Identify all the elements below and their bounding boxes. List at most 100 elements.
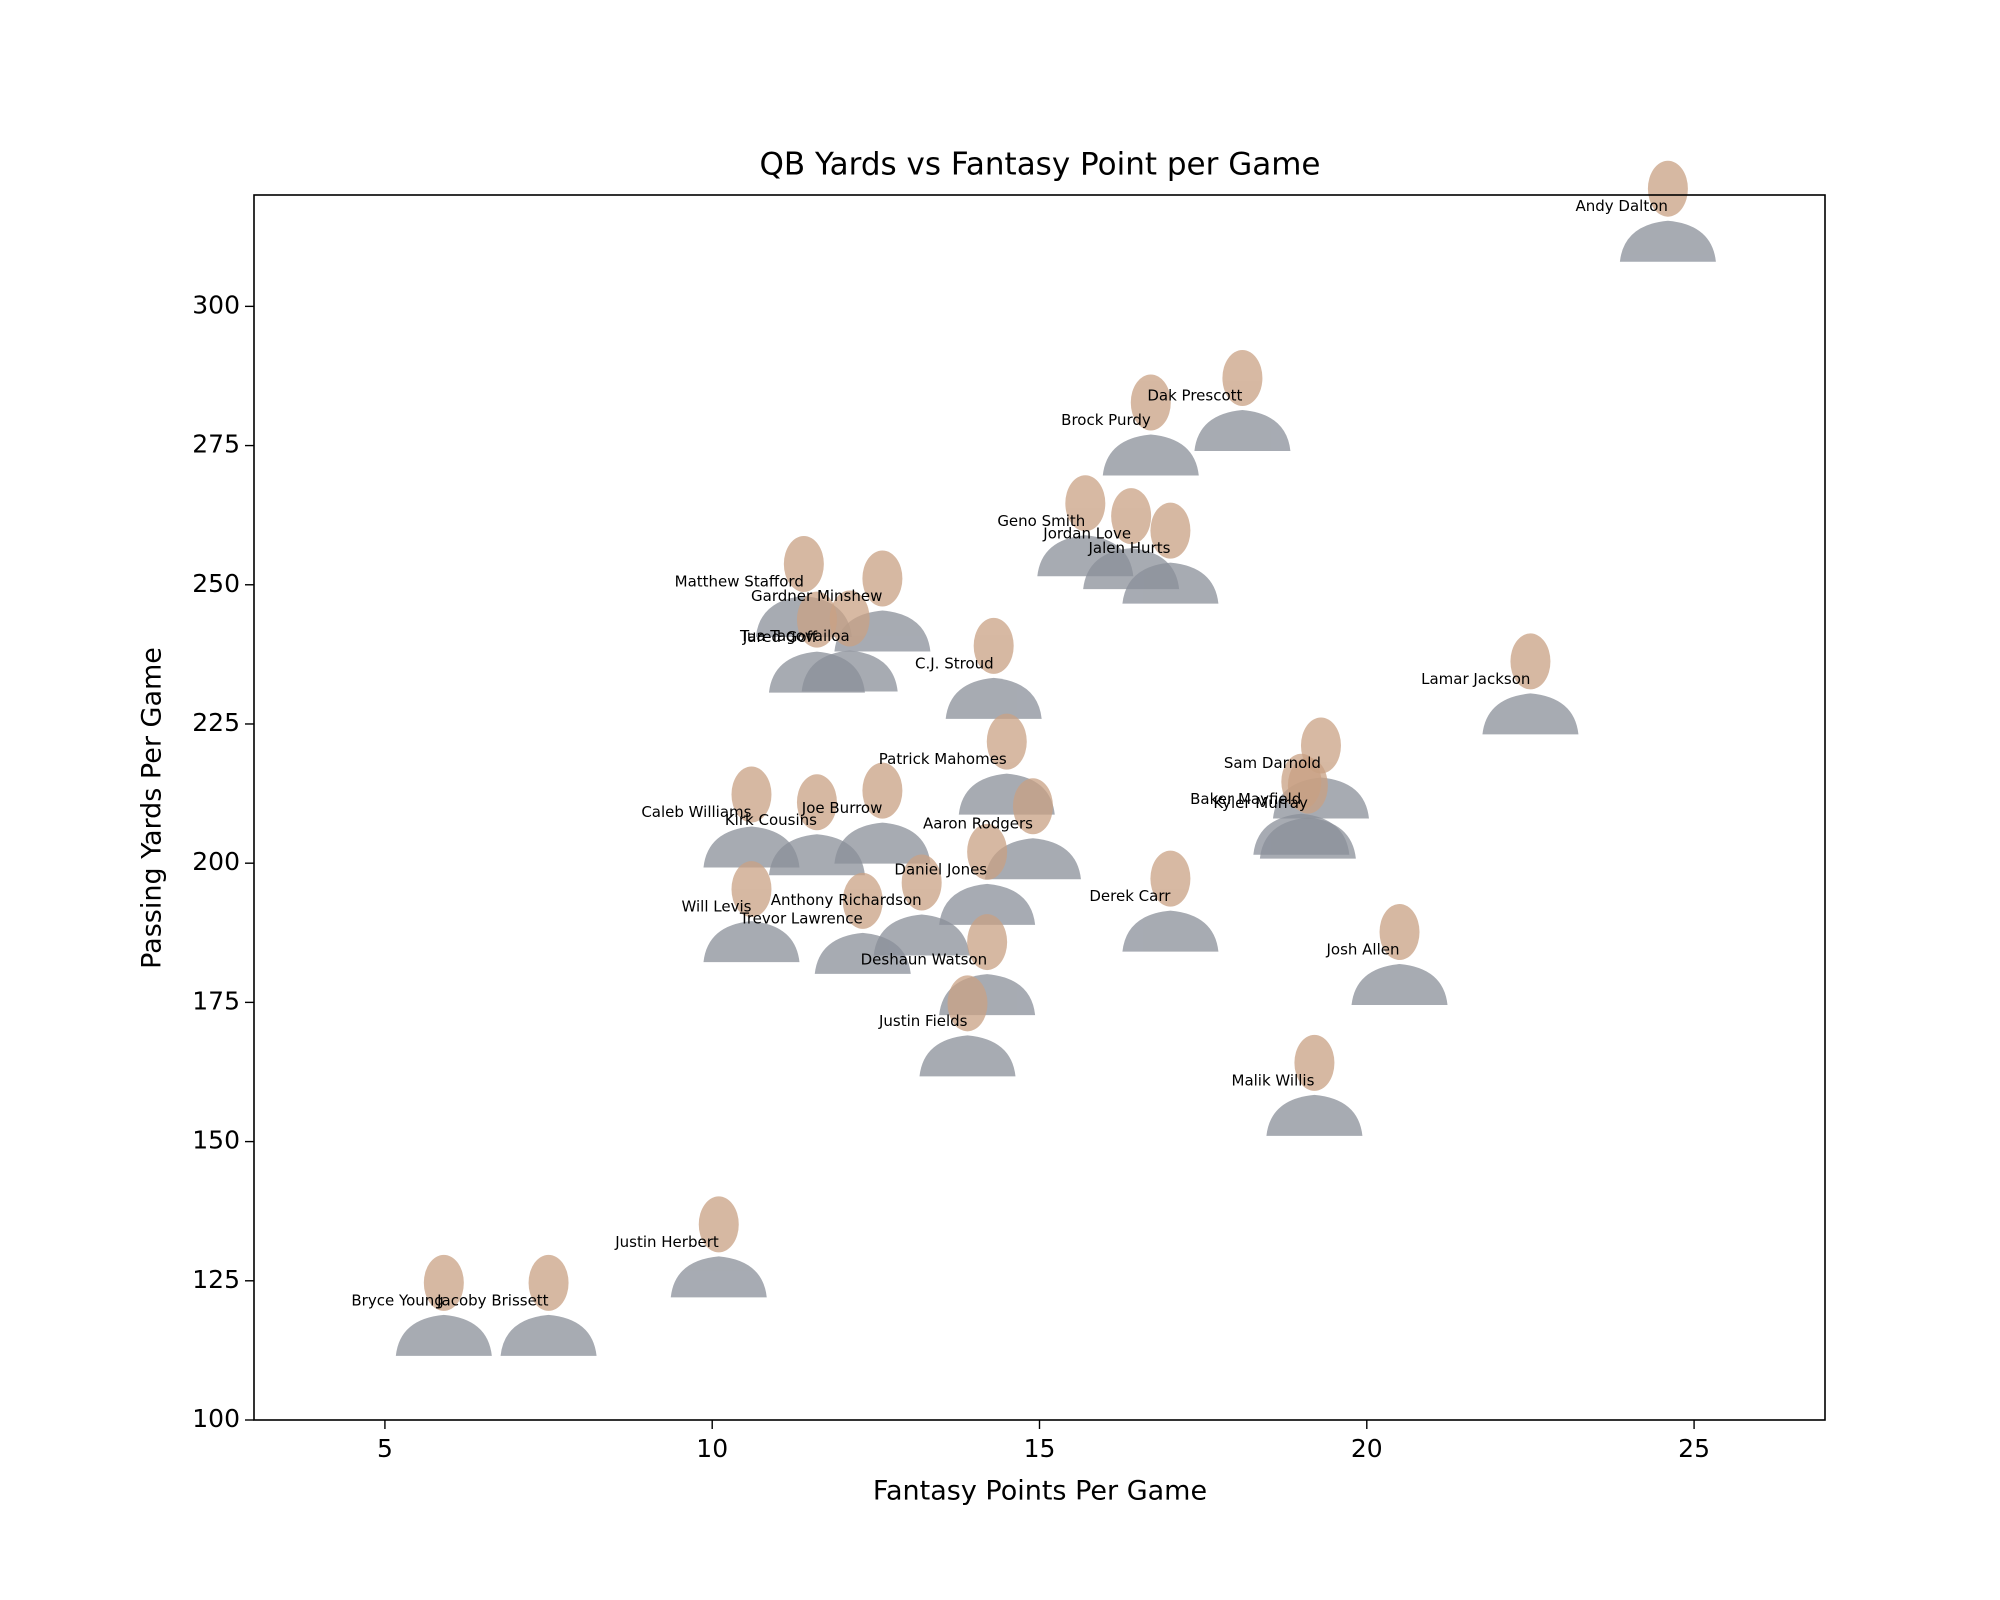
player-label: Jared Goff (742, 628, 818, 646)
player-body (703, 921, 800, 963)
plot-area: 5 10 15 20 25 100 125 150 175 200 225 250 275 300 Andy… (192, 160, 1716, 1463)
player-label: Gardner Minshew (751, 587, 882, 605)
player-head (947, 975, 988, 1032)
y-tick-label: 250 (192, 569, 240, 598)
y-tick-label: 200 (192, 847, 240, 876)
player-head (796, 591, 837, 648)
player-head (829, 590, 870, 647)
x-tick-label: 25 (1678, 1434, 1710, 1463)
player-body (945, 677, 1042, 719)
player-label: Brock Purdy (1061, 411, 1151, 429)
player-head (731, 766, 772, 823)
player-label: Daniel Jones (894, 860, 987, 878)
player-marker (1102, 374, 1199, 476)
player-label: Bryce Young (351, 1291, 443, 1309)
x-tick-label: 15 (1024, 1434, 1056, 1463)
player-marker (1194, 350, 1291, 452)
player-body (1351, 964, 1448, 1006)
axes-frame (253, 194, 1826, 1421)
player-label: Baker Mayfield (1190, 790, 1301, 808)
player-label: Dak Prescott (1147, 387, 1242, 405)
player-label: Jordan Love (1042, 525, 1131, 543)
player-head (1130, 374, 1171, 431)
player-head (1510, 633, 1551, 690)
player-label: Anthony Richardson (771, 891, 922, 909)
player-head (698, 1196, 739, 1253)
player-head (967, 914, 1008, 971)
player-body (984, 838, 1081, 880)
player-body (500, 1314, 597, 1356)
x-tick-label: 5 (377, 1434, 393, 1463)
player-label: Justin Fields (878, 1012, 968, 1030)
player-body (834, 822, 931, 864)
y-tick-label: 275 (192, 430, 240, 459)
player-label: Will Levis (682, 898, 752, 916)
player-label: Tua Tagovailoa (739, 627, 850, 645)
player-body (1266, 1094, 1363, 1136)
player-marker (873, 854, 970, 956)
player-label: Joe Burrow (801, 799, 883, 817)
x-tick-label: 10 (696, 1434, 728, 1463)
player-label: C.J. Stroud (915, 654, 994, 672)
player-head (862, 762, 903, 819)
player-marker (945, 617, 1042, 719)
player-marker (1259, 757, 1356, 859)
chart-title: QB Yards vs Fantasy Point per Game (759, 147, 1320, 183)
player-head (1294, 1034, 1335, 1091)
player-body (939, 883, 1036, 925)
player-label: Geno Smith (997, 512, 1085, 530)
player-head (1379, 904, 1420, 961)
player-label: Deshaun Watson (861, 951, 988, 969)
player-label: Justin Herbert (614, 1233, 719, 1251)
player-label: Patrick Mahomes (879, 750, 1007, 768)
player-label: Sam Darnold (1224, 754, 1321, 772)
player-head (1065, 475, 1106, 532)
player-marker (814, 872, 911, 974)
player-body (1122, 910, 1219, 952)
x-axis-label: Fantasy Points Per Game (873, 1476, 1207, 1507)
player-head (783, 535, 824, 592)
y-tick-label: 125 (192, 1265, 240, 1294)
player-marker (395, 1254, 492, 1356)
player-head (1287, 757, 1328, 814)
player-label: Matthew Stafford (675, 572, 804, 590)
y-tick-label: 150 (192, 1126, 240, 1155)
player-body (670, 1256, 767, 1298)
player-head (423, 1254, 464, 1311)
x-tick-label: 20 (1351, 1434, 1383, 1463)
player-body (1259, 817, 1356, 859)
player-head (796, 774, 837, 831)
player-head (528, 1254, 569, 1311)
player-marker (919, 975, 1016, 1077)
player-head (1150, 850, 1191, 907)
y-tick-label: 175 (192, 986, 240, 1015)
player-body (1194, 410, 1291, 452)
player-head (1111, 488, 1152, 545)
player-head (731, 861, 772, 918)
y-axis-label: Passing Yards Per Game (137, 647, 168, 969)
player-head (986, 713, 1027, 770)
player-label: Jalen Hurts (1087, 539, 1170, 557)
player-marker (1122, 850, 1219, 952)
y-tick-label: 300 (192, 290, 240, 319)
player-head (1150, 502, 1191, 559)
player-marker (939, 823, 1036, 925)
player-label: Andy Dalton (1575, 197, 1667, 215)
player-label: Lamar Jackson (1421, 670, 1530, 688)
player-marker (1619, 160, 1716, 262)
player-label: Derek Carr (1089, 887, 1171, 905)
player-marker (1122, 502, 1219, 604)
player-marker (703, 861, 800, 963)
player-label: Caleb Williams (641, 803, 751, 821)
player-head (901, 854, 942, 911)
player-marker (1266, 1034, 1363, 1136)
player-marker (984, 778, 1081, 880)
player-label: Kyler Murray (1213, 794, 1308, 812)
player-head (1222, 350, 1263, 407)
player-marker (1482, 633, 1579, 735)
player-label: Jacoby Brissett (436, 1291, 549, 1309)
player-marker (1351, 904, 1448, 1006)
player-label: Trevor Lawrence (739, 909, 863, 927)
